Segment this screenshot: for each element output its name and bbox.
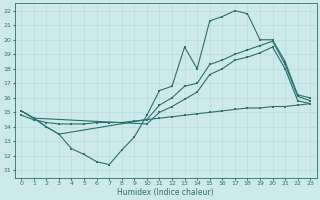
X-axis label: Humidex (Indice chaleur): Humidex (Indice chaleur) <box>117 188 214 197</box>
